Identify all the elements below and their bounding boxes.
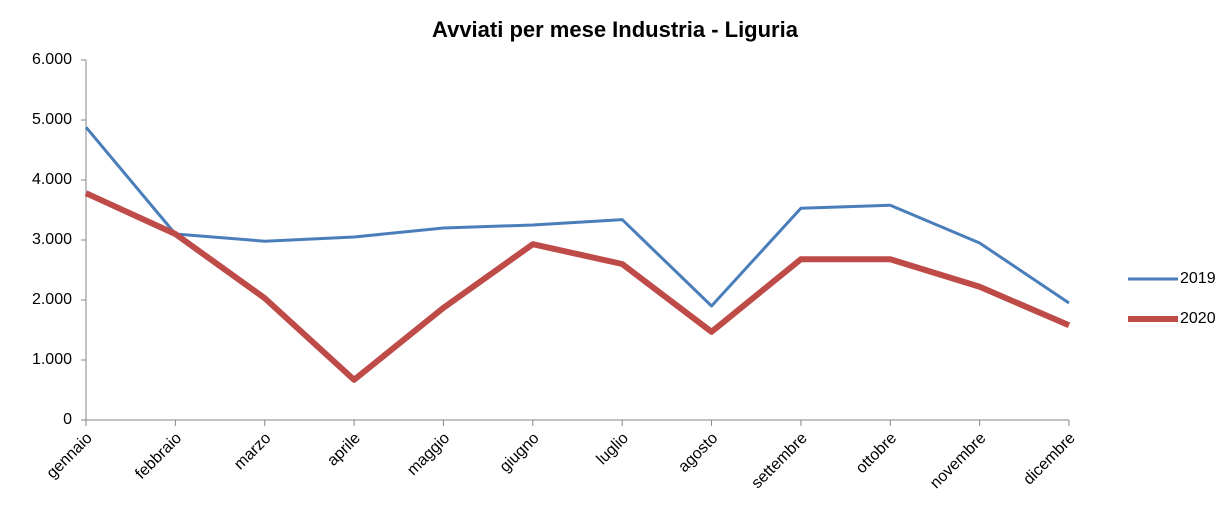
x-tick-label: luglio <box>594 430 633 469</box>
x-tick-label: ottobre <box>853 430 900 477</box>
x-tick-label: febbraio <box>132 430 185 483</box>
x-tick-label: marzo <box>231 430 275 474</box>
legend-label: 2019 <box>1180 270 1216 287</box>
chart-title: Avviati per mese Industria - Liguria <box>432 17 799 42</box>
x-tick-label: agosto <box>675 430 721 476</box>
series-line <box>84 190 1071 383</box>
x-tick-label: maggio <box>404 430 453 479</box>
x-tick-label: novembre <box>927 430 989 492</box>
y-tick-label: 2.000 <box>32 291 72 308</box>
x-tick-label: settembre <box>748 430 810 492</box>
x-tick-label: giugno <box>497 430 543 476</box>
y-tick-label: 5.000 <box>32 111 72 128</box>
y-tick-label: 0 <box>63 411 72 428</box>
x-tick-label: gennaio <box>44 430 96 482</box>
x-tick-label: dicembre <box>1020 430 1079 489</box>
x-tick-label: aprile <box>324 430 364 470</box>
y-tick-label: 3.000 <box>32 231 72 248</box>
y-tick-label: 6.000 <box>32 51 72 68</box>
series-line <box>84 126 1070 308</box>
y-tick-label: 4.000 <box>32 171 72 188</box>
y-tick-label: 1.000 <box>32 351 72 368</box>
legend-label: 2020 <box>1180 310 1216 327</box>
